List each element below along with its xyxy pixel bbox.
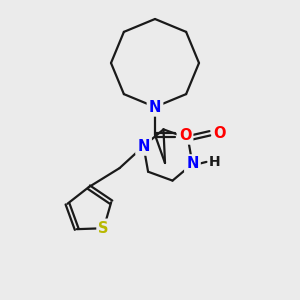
Text: N: N: [137, 139, 150, 154]
Text: N: N: [149, 100, 161, 115]
Text: S: S: [98, 221, 109, 236]
Text: N: N: [186, 156, 199, 171]
Text: H: H: [208, 155, 220, 169]
Text: O: O: [179, 128, 191, 142]
Text: O: O: [214, 126, 226, 141]
